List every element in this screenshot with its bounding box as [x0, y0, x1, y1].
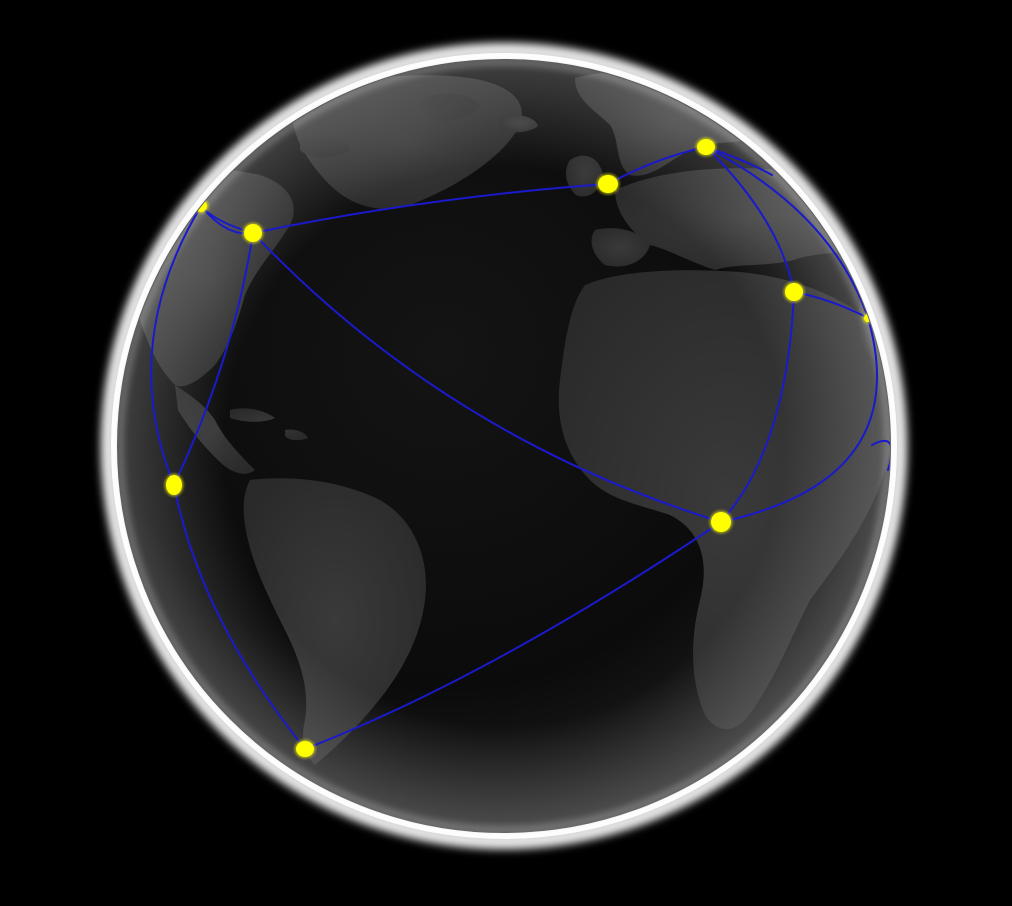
nodes-layer	[164, 137, 874, 759]
hub-british-isles-marker[interactable]	[598, 175, 618, 193]
route-n1-n5[interactable]	[252, 232, 722, 523]
route-n4-n5[interactable]	[304, 521, 722, 750]
route-n1-n6[interactable]	[252, 183, 609, 234]
globe-limb-haze	[116, 58, 892, 834]
hub-british-isles[interactable]	[596, 173, 620, 195]
atmosphere-rim	[111, 53, 897, 839]
hub-west-africa-marker[interactable]	[711, 512, 731, 532]
route-n7-n8[interactable]	[705, 146, 795, 293]
hub-eastern-mediterranean-marker[interactable]	[785, 283, 803, 301]
route-n7-n9[interactable]	[705, 146, 869, 319]
hub-central-america-pacific-marker[interactable]	[166, 475, 182, 495]
hub-central-america-pacific[interactable]	[164, 473, 184, 497]
hub-eastern-mediterranean[interactable]	[783, 281, 805, 303]
route-n3-n4[interactable]	[173, 484, 306, 750]
hub-south-america-south[interactable]	[294, 739, 316, 759]
route-n8-n5[interactable]	[720, 291, 795, 523]
route-n1-n3[interactable]	[173, 232, 254, 486]
hub-north-america-east[interactable]	[242, 222, 264, 244]
hub-south-america-south-marker[interactable]	[296, 741, 314, 757]
hub-northern-europe-marker[interactable]	[697, 139, 715, 155]
hub-northern-europe[interactable]	[695, 137, 717, 157]
atmosphere-rim-inner	[118, 60, 890, 832]
hub-west-africa[interactable]	[709, 510, 733, 534]
route-n2-n3[interactable]	[150, 205, 202, 486]
route-n6-n7[interactable]	[607, 146, 707, 185]
hub-north-america-east-marker[interactable]	[244, 224, 262, 242]
route-n5-n9[interactable]	[720, 317, 878, 523]
